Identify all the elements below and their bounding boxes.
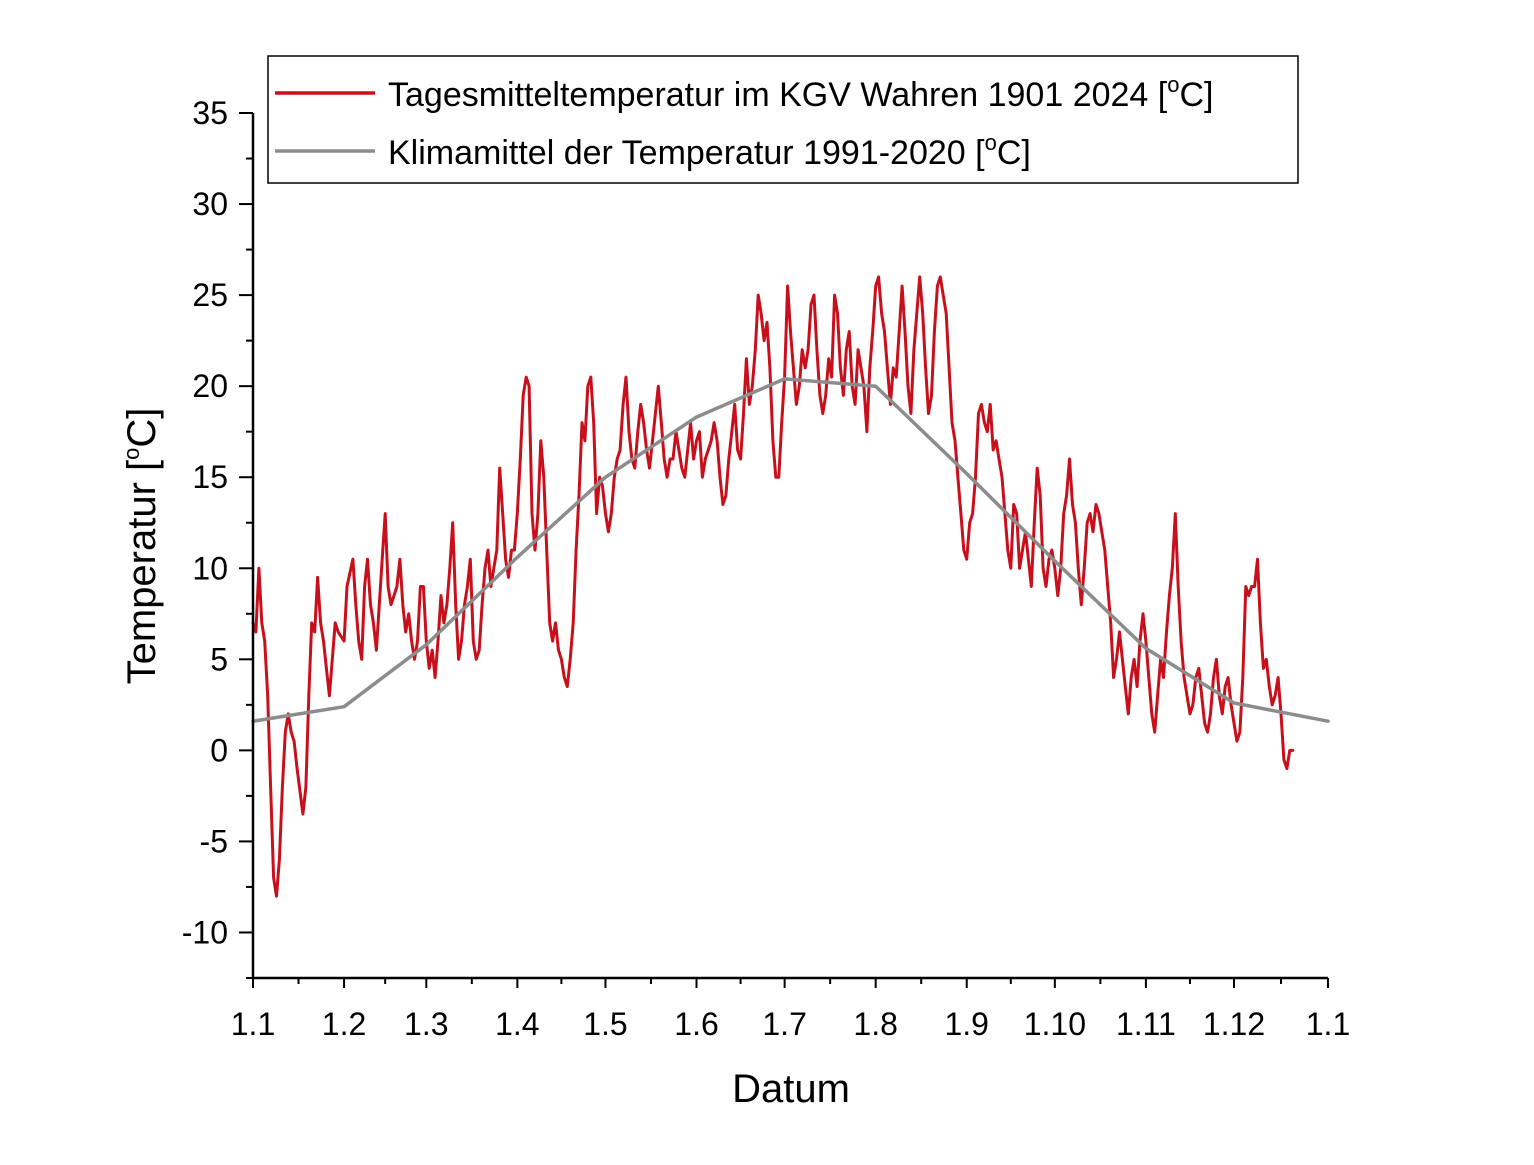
y-tick-label: 10 — [192, 550, 228, 586]
y-tick-label: -5 — [200, 823, 228, 859]
x-axis-title: Datum — [732, 1067, 850, 1111]
y-axis-title-superscript: o — [119, 448, 144, 460]
legend-label-climate-end: C] — [997, 134, 1031, 172]
y-tick-label: 0 — [210, 732, 228, 768]
x-tick-label: 1.7 — [762, 1006, 806, 1042]
x-tick-label: 1.4 — [495, 1006, 539, 1042]
legend-label-climate-superscript: o — [985, 130, 997, 155]
daily-temperature-line — [251, 275, 1295, 898]
legend-label-daily: Tagesmitteltemperatur im KGV Wahren 1901… — [388, 72, 1213, 114]
y-axis-ticks: 35 30 25 20 15 10 5 0 -5 -10 — [182, 95, 253, 979]
plot-lines — [251, 275, 1330, 898]
y-tick-label: 30 — [192, 186, 228, 222]
legend-label-daily-end: C] — [1179, 76, 1213, 114]
x-tick-label: 1.12 — [1203, 1006, 1265, 1042]
y-axis-title-main: Temperatur [ — [120, 460, 164, 685]
y-tick-label: -10 — [182, 914, 228, 950]
legend-label-daily-superscript: o — [1167, 72, 1179, 97]
y-axis-title: Temperatur [oC] — [119, 408, 164, 685]
x-tick-label: 1.3 — [404, 1006, 448, 1042]
legend: Tagesmitteltemperatur im KGV Wahren 1901… — [267, 55, 1299, 184]
x-tick-label: 1.9 — [944, 1006, 988, 1042]
x-tick-label: 1.5 — [583, 1006, 627, 1042]
x-tick-label: 1.1 — [1306, 1006, 1350, 1042]
legend-label-daily-main: Tagesmitteltemperatur im KGV Wahren 1901… — [388, 76, 1168, 114]
climate-mean-line — [251, 377, 1330, 723]
x-tick-label: 1.10 — [1024, 1006, 1086, 1042]
x-axis-ticks: 1.1 1.2 1.3 1.4 1.5 1.6 1.7 1.8 1.9 1.10 1.11 1.12 1… — [231, 978, 1350, 1042]
legend-label-climate: Klimamittel der Temperatur 1991-2020 [oC… — [388, 130, 1031, 172]
x-tick-label: 1.8 — [853, 1006, 897, 1042]
y-tick-label: 20 — [192, 368, 228, 404]
y-tick-label: 35 — [192, 95, 228, 131]
y-tick-label: 5 — [210, 641, 228, 677]
y-axis-title-end: C] — [120, 408, 164, 448]
x-tick-label: 1.1 — [231, 1006, 275, 1042]
y-tick-label: 25 — [192, 277, 228, 313]
legend-box — [267, 55, 1299, 184]
y-tick-label: 15 — [192, 459, 228, 495]
x-tick-label: 1.2 — [322, 1006, 366, 1042]
x-tick-label: 1.11 — [1116, 1006, 1176, 1042]
x-tick-label: 1.6 — [674, 1006, 718, 1042]
legend-label-climate-main: Klimamittel der Temperatur 1991-2020 [ — [388, 134, 985, 172]
